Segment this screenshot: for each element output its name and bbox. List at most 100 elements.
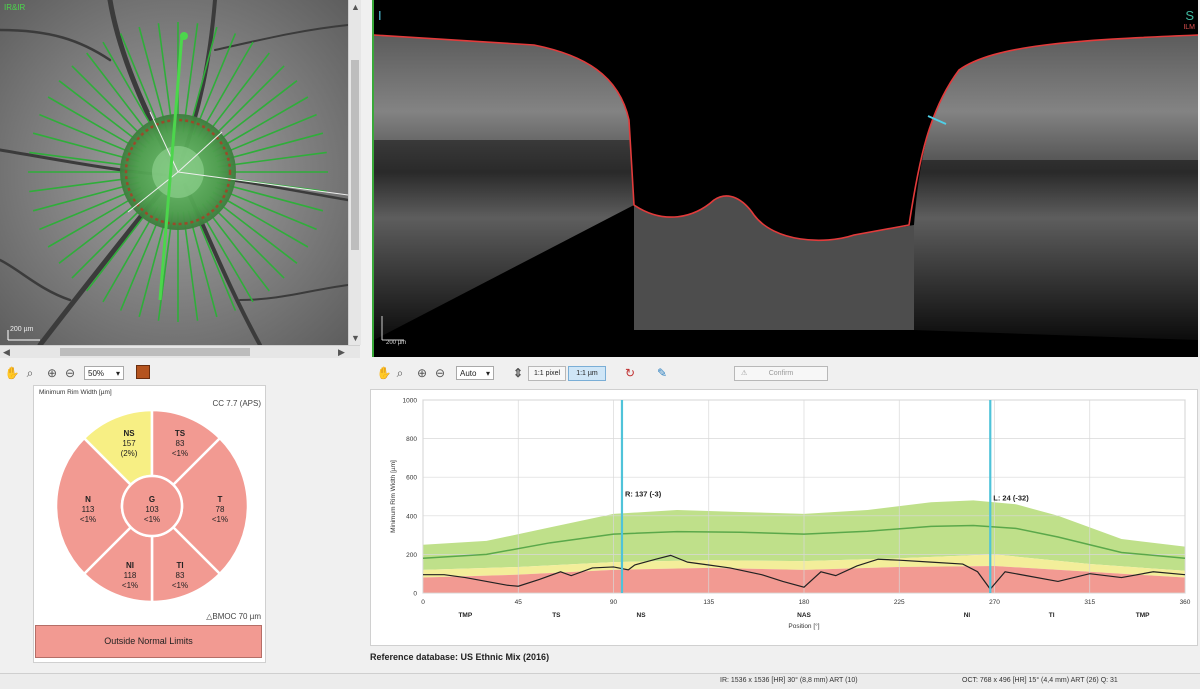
scan-ray <box>216 132 324 163</box>
scan-ray <box>71 65 151 145</box>
x-tick-label: 135 <box>703 599 714 606</box>
fundus-image[interactable]: IR&IR 200 µm <box>0 0 348 345</box>
scroll-thumb[interactable] <box>60 348 250 356</box>
classification-banner: Outside Normal Limits <box>35 625 262 658</box>
scroll-up-icon[interactable]: ▲ <box>351 2 360 12</box>
fundus-vertical-scrollbar[interactable]: ▲ ▼ <box>348 0 361 345</box>
reference-database: Reference database: US Ethnic Mix (2016) <box>370 652 550 662</box>
edit-segmentation-icon[interactable]: ✎ <box>656 366 668 380</box>
scan-ray <box>119 33 164 136</box>
scan-ray <box>182 211 199 321</box>
scan-ray <box>39 113 142 158</box>
fundus-toolbar: ✋ ⌕ ⊕ ⊖ 50% ▾ <box>4 364 354 382</box>
x-axis-label: Position [°] <box>788 622 819 630</box>
y-tick-label: 200 <box>406 552 417 559</box>
y-tick-label: 1000 <box>403 398 418 405</box>
scan-ray <box>102 41 159 138</box>
mrw-sector-panel: Minimum Rim Width [µm] CC 7.7 (APS) NS 15… <box>33 385 266 663</box>
sector-axis-label: TS <box>552 612 561 619</box>
fit-height-icon[interactable]: ⇕ <box>512 366 524 380</box>
micron-ratio-button[interactable]: 1:1 µm <box>568 366 606 381</box>
y-tick-label: 0 <box>413 591 417 598</box>
sector-pct: <1% <box>172 581 188 590</box>
sector-axis-label: NAS <box>797 612 811 619</box>
scan-ray <box>197 206 254 303</box>
confirm-button[interactable]: ⚠ Confirm <box>734 366 828 381</box>
x-tick-label: 180 <box>799 599 810 606</box>
fundus-horizontal-scrollbar[interactable]: ◀ ▶ <box>0 345 360 358</box>
rotate-icon[interactable]: ↻ <box>624 366 636 380</box>
scan-ray <box>86 203 155 292</box>
sector-value: 78 <box>216 505 225 514</box>
zoom-in-icon[interactable]: ⊕ <box>46 366 58 380</box>
x-tick-label: 0 <box>421 599 425 606</box>
sector-name: N <box>85 495 91 504</box>
pan-hand-icon[interactable]: ✋ <box>376 366 392 380</box>
sector-value: 118 <box>124 571 137 580</box>
sector-axis-label: TMP <box>1136 612 1150 619</box>
zoom-icon[interactable]: ⌕ <box>396 366 404 380</box>
scroll-thumb[interactable] <box>351 60 359 250</box>
sector-value: 83 <box>176 571 185 580</box>
scan-ray <box>157 211 174 321</box>
sector-name: TI <box>176 561 183 570</box>
scroll-right-icon[interactable]: ▶ <box>338 347 345 357</box>
pan-hand-icon[interactable]: ✋ <box>4 366 20 380</box>
fundus-zoom-select[interactable]: 50% ▾ <box>84 366 124 380</box>
scan-ray <box>214 186 317 231</box>
scan-ray <box>119 208 164 311</box>
scan-ray <box>192 33 237 136</box>
sector-name: TS <box>175 429 186 438</box>
sector-axis-label: TMP <box>458 612 472 619</box>
sector-pct: <1% <box>172 449 188 458</box>
mrw-profile-chart: R: 137 (-3) L: 24 (-32) 0 45 90 135 180 225 270 3… <box>370 389 1198 646</box>
scan-ray <box>86 52 155 141</box>
ir-status: IR: 1536 x 1536 [HR] 30° (8,8 mm) ART (1… <box>720 677 858 684</box>
sector-pct: <1% <box>144 515 160 524</box>
cc-label: CC 7.7 (APS) <box>212 399 261 408</box>
zoom-out-icon[interactable]: ⊖ <box>434 366 446 380</box>
sector-value: 113 <box>82 505 95 514</box>
sector-g <box>120 474 184 538</box>
scan-ray <box>212 96 309 153</box>
scan-ray <box>187 26 218 134</box>
y-tick-label: 400 <box>406 513 417 520</box>
scan-ray <box>201 52 270 141</box>
zoom-icon[interactable]: ⌕ <box>26 366 34 380</box>
scan-ray <box>212 191 309 248</box>
scan-ray <box>58 80 147 149</box>
pixel-ratio-button[interactable]: 1:1 pixel <box>528 366 566 381</box>
scan-ray <box>192 208 237 311</box>
scan-ray <box>47 191 144 248</box>
x-tick-label: 270 <box>989 599 1000 606</box>
x-tick-label: 360 <box>1180 599 1191 606</box>
chevron-down-icon: ▾ <box>115 369 120 378</box>
sector-pct: <1% <box>212 515 228 524</box>
scan-ray <box>216 181 324 212</box>
bmo-label: △BMOC 70 µm <box>206 612 261 621</box>
scan-ray <box>71 199 151 279</box>
scroll-down-icon[interactable]: ▼ <box>351 333 360 343</box>
patient-mrw-line <box>423 554 1186 591</box>
scan-ray <box>157 23 174 133</box>
oct-zoom-select[interactable]: Auto ▾ <box>456 366 494 380</box>
y-tick-label: 800 <box>406 436 417 443</box>
scan-ray <box>29 176 139 193</box>
zoom-in-icon[interactable]: ⊕ <box>416 366 428 380</box>
sector-label-ni: NI 118 <1% <box>122 561 138 590</box>
scan-ray <box>58 195 147 264</box>
scan-ray <box>217 151 327 168</box>
cursor-label: L: 24 (-32) <box>993 493 1029 502</box>
oct-bscan[interactable]: I S ILM 200 µm <box>372 0 1199 357</box>
mean-line <box>422 524 1186 560</box>
fundus-zoom-value: 50% <box>88 369 105 378</box>
scan-ray <box>209 80 298 149</box>
sector-axis-label: NS <box>637 612 647 619</box>
scan-ray <box>201 203 270 292</box>
overlay-color-icon[interactable] <box>136 365 150 379</box>
sector-name: NI <box>126 561 134 570</box>
scroll-left-icon[interactable]: ◀ <box>3 347 10 357</box>
zoom-out-icon[interactable]: ⊖ <box>64 366 76 380</box>
x-tick-label: 315 <box>1084 599 1095 606</box>
sector-label-g: G 103 <1% <box>144 495 160 524</box>
